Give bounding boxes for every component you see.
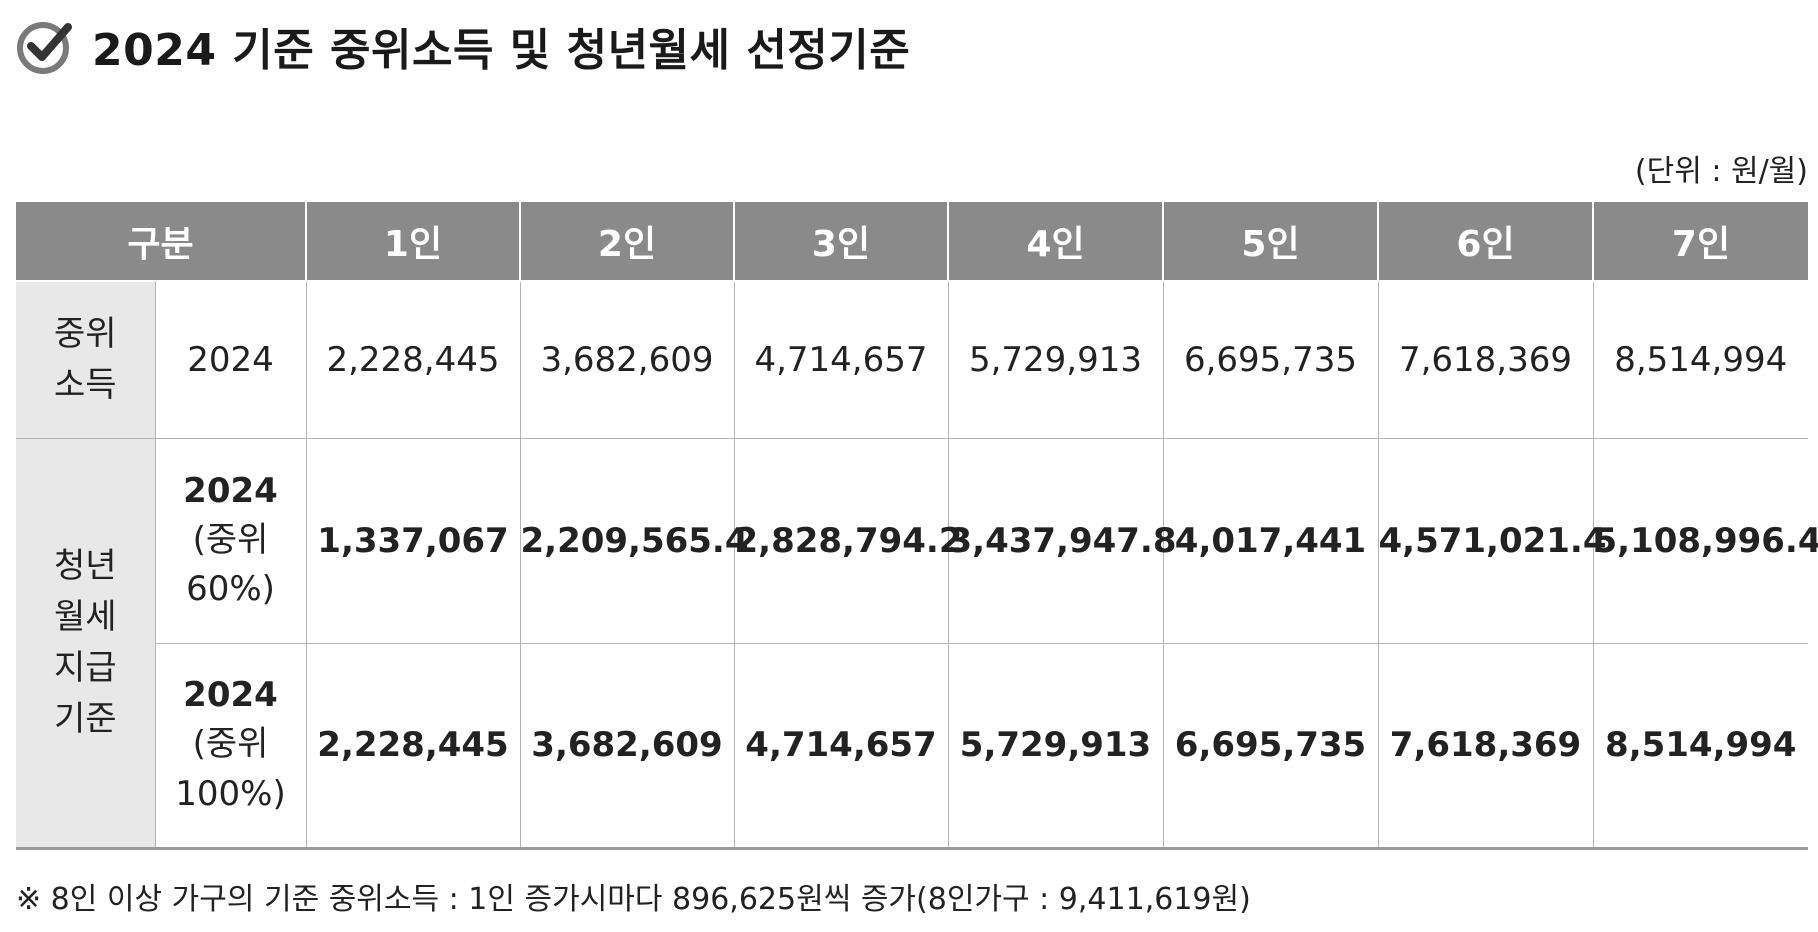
check-circle-icon <box>16 17 74 75</box>
youth-rent-100-cell: 8,514,994 <box>1592 643 1808 850</box>
header-col-4: 4인 <box>947 202 1163 282</box>
youth-rent-row-60: 청년 월세 지급 기준 2024 (중위 60%) 1,337,067 2,20… <box>16 438 1818 850</box>
youth-rent-60-cell: 4,571,021.4 <box>1377 438 1607 644</box>
header-col-5: 5인 <box>1162 202 1378 282</box>
median-income-cell: 7,618,369 <box>1377 281 1593 439</box>
median-income-cell: 4,714,657 <box>733 281 948 439</box>
median-income-cell: 3,682,609 <box>519 281 734 439</box>
median-income-cell: 5,729,913 <box>947 281 1163 439</box>
youth-rent-100-pct: (중위 100%) <box>175 724 286 814</box>
youth-rent-100-cell: 4,714,657 <box>733 643 948 850</box>
youth-rent-100-cell: 5,729,913 <box>947 643 1163 850</box>
page-title: 2024 기준 중위소득 및 청년월세 선정기준 <box>92 25 911 76</box>
header-col-2: 2인 <box>519 202 734 282</box>
header-col-6: 6인 <box>1377 202 1593 282</box>
median-income-row: 중위 소득 2024 2,228,445 3,682,609 4,714,657… <box>16 281 1808 439</box>
header-category: 구분 <box>16 202 306 282</box>
youth-rent-60-cell: 2,828,794.2 <box>733 438 963 644</box>
youth-rent-60-cell: 1,337,067 <box>305 438 520 644</box>
youth-rent-60-label: 2024 (중위 60%) <box>154 438 306 644</box>
median-income-cell: 6,695,735 <box>1162 281 1378 439</box>
unit-note: (단위 : 원/월) <box>1634 154 1808 189</box>
youth-rent-100-cell: 2,228,445 <box>305 643 520 850</box>
median-income-cell: 2,228,445 <box>305 281 520 439</box>
title-row: 2024 기준 중위소득 및 청년월세 선정기준 <box>16 14 910 78</box>
median-income-year: 2024 <box>154 281 306 439</box>
median-income-cell: 8,514,994 <box>1592 281 1808 439</box>
header-col-7: 7인 <box>1592 202 1808 282</box>
youth-rent-60-pct: (중위 60%) <box>186 519 275 610</box>
youth-rent-100-cell: 3,682,609 <box>519 643 734 850</box>
youth-rent-60-cell: 4,017,441 <box>1162 438 1378 644</box>
youth-rent-60-cell: 2,209,565.4 <box>519 438 749 644</box>
youth-rent-group-label: 청년 월세 지급 기준 <box>16 438 155 850</box>
youth-rent-row-100: 2024 (중위 100%) 2,228,445 3,682,609 4,714… <box>16 643 1808 850</box>
youth-rent-60-cell: 5,108,996.4 <box>1592 438 1818 644</box>
header-row: 구분 1인 2인 3인 4인 5인 6인 7인 <box>16 202 1808 282</box>
youth-rent-100-cell: 6,695,735 <box>1162 643 1378 850</box>
header-col-3: 3인 <box>733 202 948 282</box>
youth-rent-100-cell: 7,618,369 <box>1377 643 1593 850</box>
youth-rent-60-year: 2024 <box>183 470 278 511</box>
median-income-group-label: 중위 소득 <box>16 281 155 439</box>
header-col-1: 1인 <box>305 202 520 282</box>
footnote: ※ 8인 이상 가구의 기준 중위소득 : 1인 증가시마다 896,625원씩… <box>16 882 1251 917</box>
youth-rent-60-cell: 3,437,947.8 <box>947 438 1177 644</box>
youth-rent-100-year: 2024 <box>183 675 278 716</box>
criteria-table: 구분 1인 2인 3인 4인 5인 6인 7인 중위 소득 2024 2,228… <box>16 202 1818 850</box>
youth-rent-100-label: 2024 (중위 100%) <box>154 643 306 850</box>
